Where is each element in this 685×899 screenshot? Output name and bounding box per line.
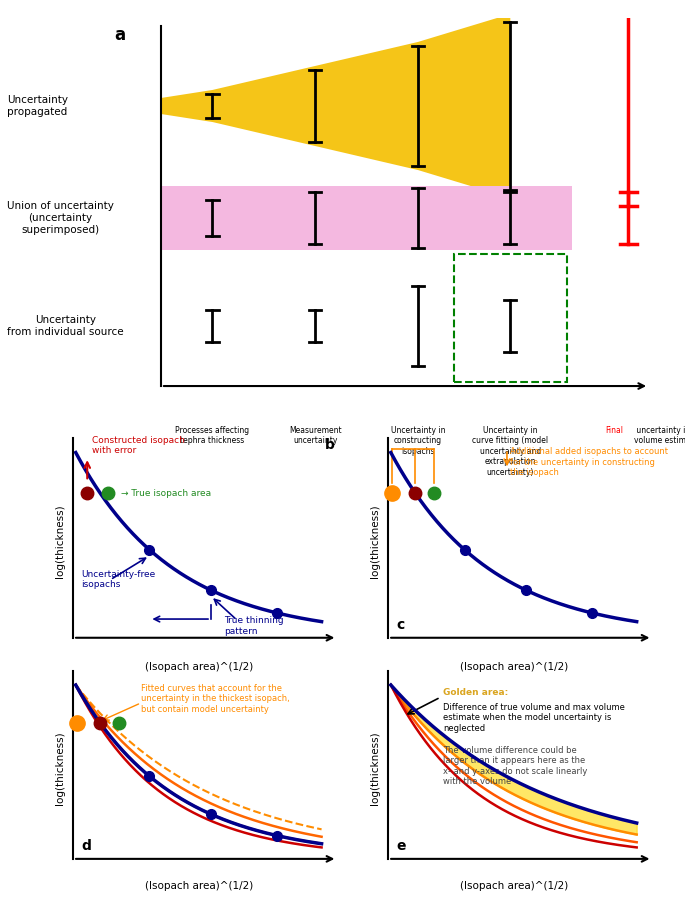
Text: → True isopach area: → True isopach area xyxy=(121,489,212,498)
Text: Difference of true volume and max volume
estimate when the model uncertainty is
: Difference of true volume and max volume… xyxy=(443,703,625,733)
Text: Processes affecting
tephra thickness: Processes affecting tephra thickness xyxy=(175,426,249,445)
Text: a: a xyxy=(114,26,126,44)
Text: (Isopach area)^(1/2): (Isopach area)^(1/2) xyxy=(145,881,253,892)
Text: The volume difference could be
larger than it appears here as the
x- and y-axes : The volume difference could be larger th… xyxy=(443,746,588,787)
Text: log(thickness): log(thickness) xyxy=(55,732,65,806)
Text: e: e xyxy=(396,840,406,853)
Polygon shape xyxy=(161,14,510,198)
Text: Uncertainty in
curve fitting (model
uncertainty and
extrapolation
uncertainty): Uncertainty in curve fitting (model unce… xyxy=(472,426,549,476)
Text: (Isopach area)^(1/2): (Isopach area)^(1/2) xyxy=(460,881,568,892)
Text: uncertainty in
volume estimation: uncertainty in volume estimation xyxy=(634,426,685,445)
Text: Union of uncertainty
(uncertainty
superimposed): Union of uncertainty (uncertainty superi… xyxy=(7,201,114,235)
Text: Additional added isopachs to account
for the uncertainty in constructing
the iso: Additional added isopachs to account for… xyxy=(510,447,668,477)
Text: Uncertainty-free
isopachs: Uncertainty-free isopachs xyxy=(81,570,155,589)
Text: log(thickness): log(thickness) xyxy=(370,505,380,578)
Bar xyxy=(161,186,572,250)
Text: (Isopach area)^(1/2): (Isopach area)^(1/2) xyxy=(145,662,253,672)
Text: Constructed isopach
with error: Constructed isopach with error xyxy=(92,436,186,455)
Text: b: b xyxy=(325,438,335,451)
Text: log(thickness): log(thickness) xyxy=(370,732,380,806)
Text: Measurement
uncertainty: Measurement uncertainty xyxy=(289,426,341,445)
Text: Uncertainty in
constructing
isopachs: Uncertainty in constructing isopachs xyxy=(390,426,445,456)
Text: Final: Final xyxy=(606,426,623,435)
Text: d: d xyxy=(81,840,91,853)
Text: (Isopach area)^(1/2): (Isopach area)^(1/2) xyxy=(460,662,568,672)
Text: Golden area:: Golden area: xyxy=(443,688,508,697)
Text: Fitted curves that account for the
uncertainty in the thickest isopach,
but cont: Fitted curves that account for the uncer… xyxy=(141,684,290,714)
Text: True thinning
pattern: True thinning pattern xyxy=(224,616,284,636)
Bar xyxy=(453,254,566,382)
Text: log(thickness): log(thickness) xyxy=(55,505,65,578)
Text: Uncertainty
from individual source: Uncertainty from individual source xyxy=(7,316,123,337)
Text: Uncertainty
propagated: Uncertainty propagated xyxy=(7,95,68,117)
Text: c: c xyxy=(396,618,404,632)
